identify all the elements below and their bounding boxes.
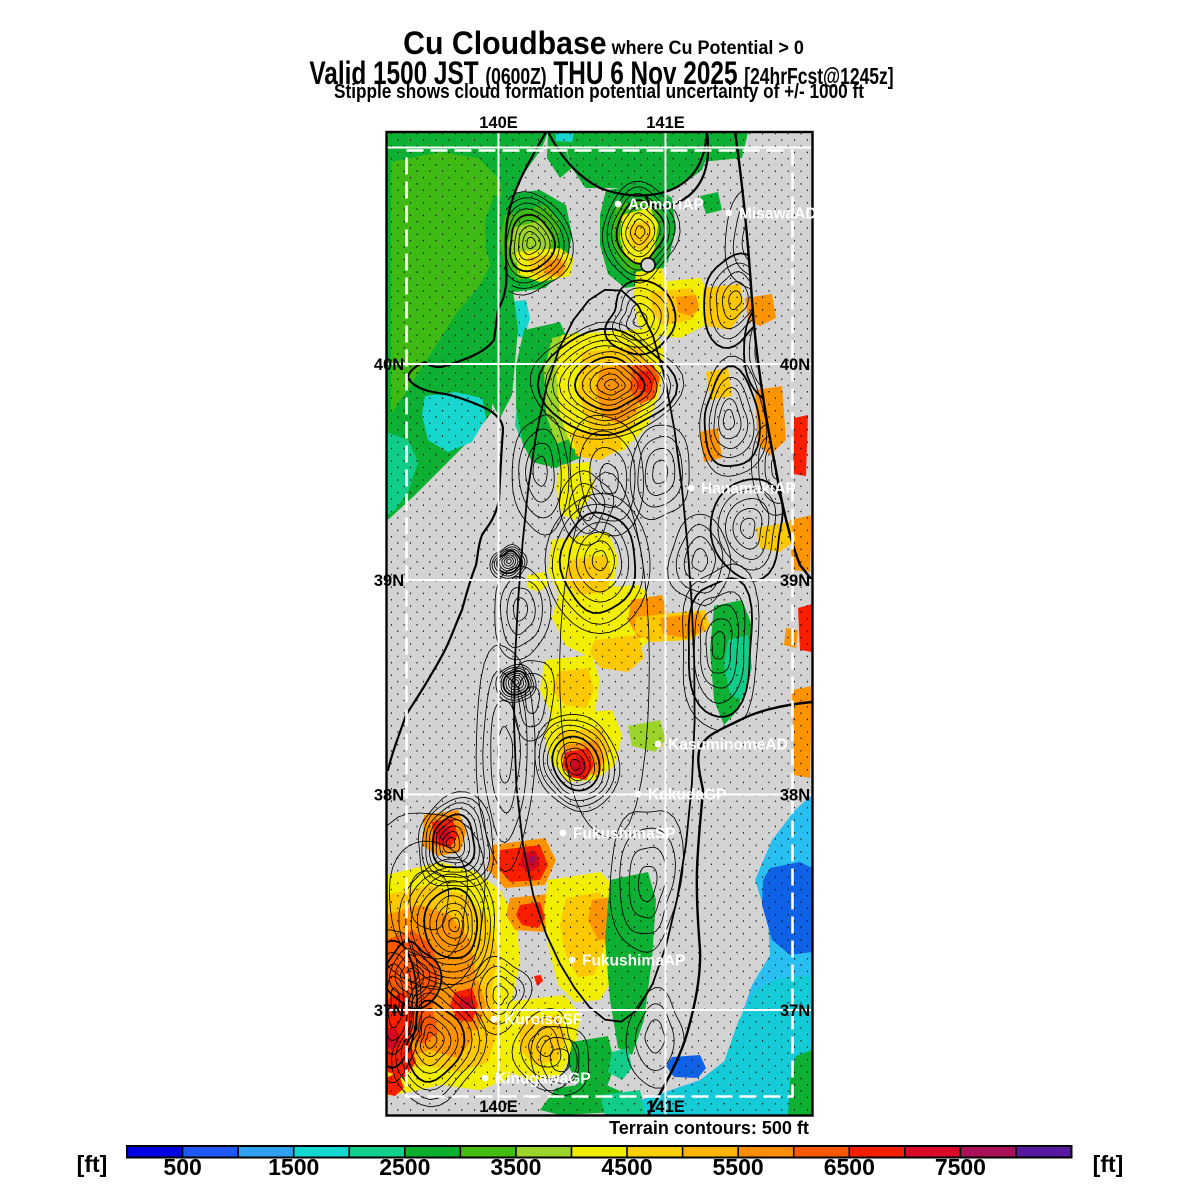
svg-text:[ft]: [ft] [77,1151,108,1177]
svg-text:KinugawaGP: KinugawaGP [495,1071,591,1088]
svg-text:2500: 2500 [379,1154,430,1180]
svg-text:5500: 5500 [713,1154,764,1180]
svg-text:KakudaGP: KakudaGP [648,787,726,804]
svg-text:[ft]: [ft] [1093,1151,1124,1177]
svg-text:37N: 37N [780,1002,810,1020]
svg-text:HanamakiAP: HanamakiAP [701,481,796,498]
svg-text:MisawaAD: MisawaAD [739,206,817,223]
svg-text:KasuminomeAD: KasuminomeAD [668,737,788,754]
svg-text:FukushimaSP: FukushimaSP [573,826,676,843]
svg-text:3500: 3500 [490,1154,541,1180]
svg-text:40N: 40N [780,356,810,374]
svg-text:141E: 141E [646,1098,685,1116]
svg-text:38N: 38N [780,787,810,805]
svg-text:500: 500 [163,1154,201,1180]
svg-text:39N: 39N [780,572,810,590]
svg-text:6500: 6500 [824,1154,875,1180]
svg-text:37N: 37N [374,1002,404,1020]
svg-text:38N: 38N [374,787,404,805]
svg-text:40N: 40N [374,356,404,374]
svg-text:FukushimaAP: FukushimaAP [582,953,685,970]
svg-text:1500: 1500 [268,1154,319,1180]
svg-text:AomoriAP: AomoriAP [628,197,704,214]
svg-text:39N: 39N [374,572,404,590]
svg-text:141E: 141E [646,114,685,132]
svg-text:7500: 7500 [935,1154,986,1180]
svg-text:140E: 140E [479,114,518,132]
svg-text:KuroisoSF: KuroisoSF [504,1012,582,1029]
svg-text:4500: 4500 [601,1154,652,1180]
svg-text:140E: 140E [479,1098,518,1116]
